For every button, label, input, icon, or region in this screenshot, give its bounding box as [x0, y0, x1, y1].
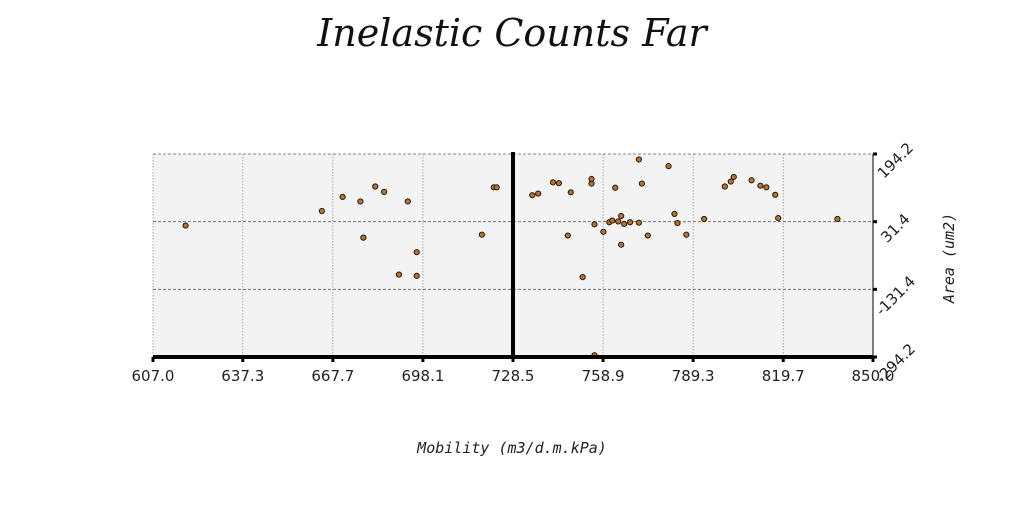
- data-point: [567, 189, 574, 196]
- data-point: [372, 183, 379, 190]
- data-point: [413, 272, 420, 279]
- x-tick-label: 637.3: [221, 367, 264, 385]
- data-point: [564, 232, 571, 239]
- data-point: [588, 175, 595, 183]
- y-tick-label: -131.4: [872, 272, 919, 319]
- data-point: [644, 232, 651, 239]
- data-point: [701, 215, 708, 223]
- data-point: [609, 217, 616, 224]
- y-tick-label: 31.4: [877, 210, 913, 246]
- data-point: [318, 207, 325, 215]
- x-tick-label: 819.7: [762, 367, 805, 385]
- data-point: [683, 231, 690, 238]
- data-point: [674, 219, 681, 227]
- data-point: [360, 234, 367, 241]
- data-point: [535, 190, 542, 197]
- x-tick-label: 607.0: [132, 367, 175, 385]
- x-tick-label: 789.3: [672, 367, 715, 385]
- data-point: [612, 184, 619, 191]
- y-tick-label: 194.2: [874, 139, 917, 182]
- data-point: [621, 220, 628, 228]
- data-point: [665, 163, 672, 170]
- data-point: [555, 180, 563, 187]
- data-point: [730, 173, 737, 181]
- data-point: [182, 222, 189, 229]
- data-point: [339, 193, 346, 200]
- data-point: [834, 215, 841, 223]
- data-point: [635, 156, 643, 163]
- x-tick-label: 850.0: [852, 367, 895, 385]
- data-point: [772, 191, 779, 198]
- data-point: [404, 198, 411, 205]
- data-point: [549, 179, 557, 186]
- data-point: [763, 184, 770, 191]
- data-point: [626, 219, 634, 226]
- y-tick-label: -294.2: [872, 340, 919, 387]
- data-point: [727, 178, 734, 185]
- data-point: [493, 184, 500, 191]
- data-point: [757, 182, 764, 189]
- data-point: [775, 214, 782, 222]
- data-point: [635, 219, 643, 226]
- data-point: [591, 221, 598, 228]
- data-point: [721, 183, 728, 190]
- data-point: [529, 192, 536, 199]
- data-points: [182, 156, 841, 359]
- data-point: [413, 249, 420, 256]
- data-point: [381, 188, 388, 196]
- x-tick-label: 728.5: [492, 367, 535, 385]
- x-tick-label: 667.7: [311, 367, 354, 385]
- x-tick-label: 698.1: [401, 367, 444, 385]
- data-point: [395, 271, 403, 278]
- x-tick-label: 758.9: [582, 367, 625, 385]
- chart-title: Inelastic Counts Far: [316, 11, 709, 55]
- data-point: [618, 212, 625, 220]
- x-tick-labels: 607.0 637.3 667.7 698.1 728.5 758.9 789.3 819.7…: [132, 367, 895, 385]
- data-point: [748, 177, 755, 184]
- x-axis-label: Mobility (m3/d.m.kPa): [416, 439, 607, 457]
- data-point: [579, 274, 586, 281]
- data-point: [600, 228, 607, 235]
- data-point: [618, 241, 625, 248]
- y-axis-label: Area (um2): [940, 213, 958, 304]
- axes: [151, 152, 877, 362]
- data-point: [615, 218, 622, 225]
- data-point: [638, 180, 645, 187]
- data-point: [478, 231, 485, 238]
- y-tick-labels: -294.2 -131.4 31.4 194.2: [872, 139, 919, 387]
- data-point: [357, 198, 364, 205]
- data-point: [671, 210, 678, 218]
